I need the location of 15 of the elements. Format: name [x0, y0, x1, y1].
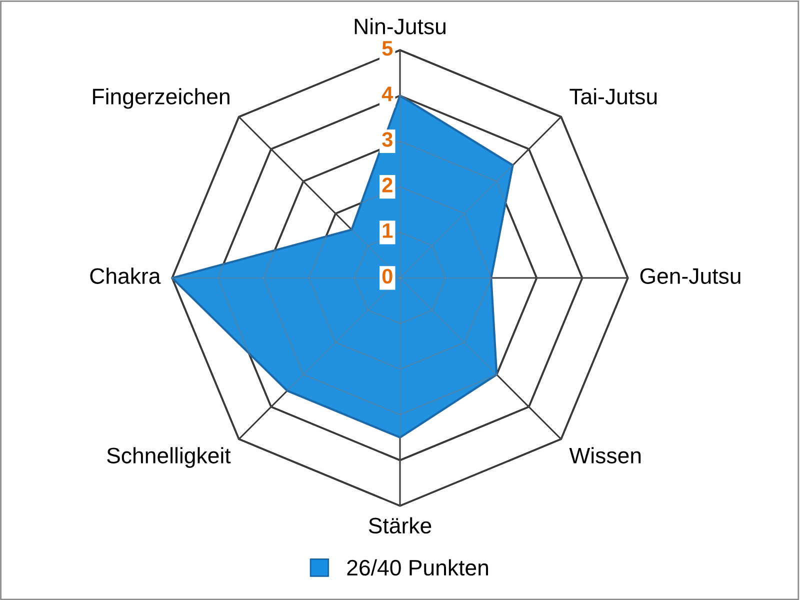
- y-tick-label: 1: [382, 223, 393, 238]
- spoke-label: Schnelligkeit: [107, 447, 231, 468]
- y-tick-label: 2: [382, 178, 392, 192]
- y-tick-label: 3: [382, 132, 392, 147]
- spoke-label: Gen-Jutsu: [640, 268, 740, 284]
- spoke-label: Wissen: [569, 447, 641, 464]
- spoke-label: Nin-Jutsu: [354, 18, 446, 34]
- y-tick-label: 0: [382, 268, 392, 284]
- y-tick-label: 5: [382, 41, 393, 56]
- spoke-label: Stärke: [368, 517, 432, 534]
- y-tick-label: 4: [382, 86, 394, 102]
- legend-label: 26/40 Punkten: [347, 559, 488, 576]
- spoke-label: Chakra: [90, 268, 161, 284]
- spoke-label: Tai-Jutsu: [570, 88, 657, 104]
- spoke-label: Fingerzeichen: [93, 88, 230, 109]
